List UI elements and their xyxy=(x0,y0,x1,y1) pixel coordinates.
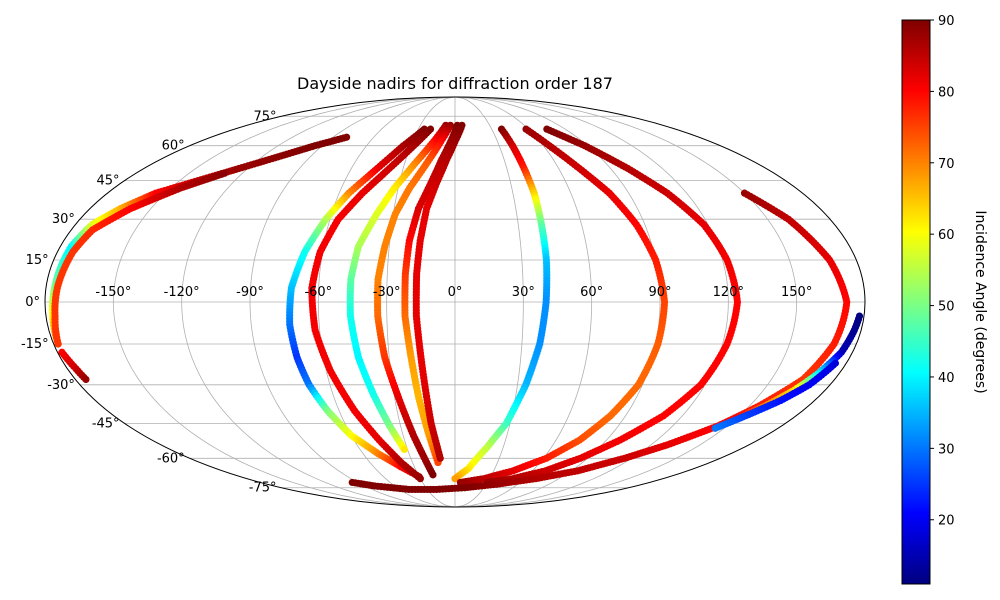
orbit-track-11 xyxy=(483,125,742,487)
lon-tick-label: -60° xyxy=(304,285,332,300)
lon-tick-label: 120° xyxy=(713,285,744,300)
lat-tick-label: -45° xyxy=(92,416,120,431)
colorbar-tick-label: 20 xyxy=(938,514,955,529)
colorbar-tick-label: 60 xyxy=(938,228,955,243)
latitude-tick-labels: -75° -60° -45° -30° -15° 0° 15° 30° 45° 60° 75° xyxy=(21,109,277,495)
lon-tick-label: 60° xyxy=(580,285,603,300)
orbit-track-6 xyxy=(373,121,454,479)
nadir-point xyxy=(436,454,444,462)
orbit-track-1 xyxy=(51,169,229,348)
longitude-tick-labels: -150° -120° -90° -60° -30° 0° 30° 60° 90° 120° 150… xyxy=(95,285,812,300)
lon-tick-label: 90° xyxy=(648,285,671,300)
lon-tick-label: -90° xyxy=(236,285,264,300)
orbit-track-8 xyxy=(412,121,466,462)
nadir-point xyxy=(348,478,356,487)
colorbar-scale xyxy=(901,19,931,585)
orbit-track-2 xyxy=(58,348,90,384)
nadir-point xyxy=(429,471,437,479)
colorbar: 20 30 40 50 60 70 80 90 Incidence Angle (degree… xyxy=(901,14,988,585)
orbit-track-5 xyxy=(346,121,450,454)
nadir-point xyxy=(342,133,351,141)
lon-grid-line-0 xyxy=(112,97,456,507)
nadir-point xyxy=(451,475,459,483)
orbit-track-12 xyxy=(348,189,851,494)
nadir-point xyxy=(82,375,90,384)
colorbar-tick-label: 80 xyxy=(938,85,955,100)
lon-tick-label: 30° xyxy=(512,285,535,300)
colorbar-label: Incidence Angle (degrees) xyxy=(972,210,988,393)
nadir-point xyxy=(400,445,408,454)
orbit-track-10 xyxy=(456,125,669,487)
lat-tick-label: -30° xyxy=(47,378,75,393)
lat-tick-label: -60° xyxy=(157,451,185,466)
colorbar-tick-label: 50 xyxy=(938,300,955,315)
nadir-point xyxy=(220,169,229,177)
colorbar-tick-label: 90 xyxy=(938,14,955,29)
orbit-track-14 xyxy=(711,359,840,432)
lon-grid-line-1 xyxy=(181,97,456,507)
lon-tick-label: 150° xyxy=(781,285,812,300)
data-points xyxy=(48,121,864,494)
orbit-track-9 xyxy=(451,125,551,483)
orbit-track-4 xyxy=(308,125,435,483)
lat-tick-label: 75° xyxy=(253,109,276,124)
lat-tick-label: 15° xyxy=(26,253,49,268)
lon-grid-line-10 xyxy=(454,97,798,507)
chart-title: Dayside nadirs for diffraction order 187 xyxy=(297,74,613,93)
lat-tick-label: 30° xyxy=(52,212,75,227)
lon-tick-label: -30° xyxy=(373,285,401,300)
colorbar-tick-label: 30 xyxy=(938,442,955,457)
lon-tick-label: -150° xyxy=(95,285,131,300)
lat-tick-label: -75° xyxy=(249,481,277,496)
map-boundary xyxy=(44,96,866,508)
lat-tick-label: 0° xyxy=(25,295,40,310)
graticule-grid xyxy=(45,97,865,507)
lon-grid-line-3 xyxy=(317,97,456,507)
lat-tick-label: 45° xyxy=(97,174,120,189)
lat-tick-label: 60° xyxy=(162,139,185,154)
nadir-point xyxy=(416,475,424,483)
orbit-track-7 xyxy=(401,121,461,467)
nadir-point xyxy=(456,478,465,487)
lat-tick-label: -15° xyxy=(21,337,49,352)
colorbar-tick-label: 40 xyxy=(938,371,955,386)
colorbar-tick-label: 70 xyxy=(938,157,955,172)
lon-grid-line-6 xyxy=(454,97,524,507)
nadir-point xyxy=(711,424,719,432)
colorbar-ticks: 20 30 40 50 60 70 80 90 xyxy=(930,14,955,529)
lon-tick-label: 0° xyxy=(448,285,463,300)
lon-tick-label: -120° xyxy=(164,285,200,300)
